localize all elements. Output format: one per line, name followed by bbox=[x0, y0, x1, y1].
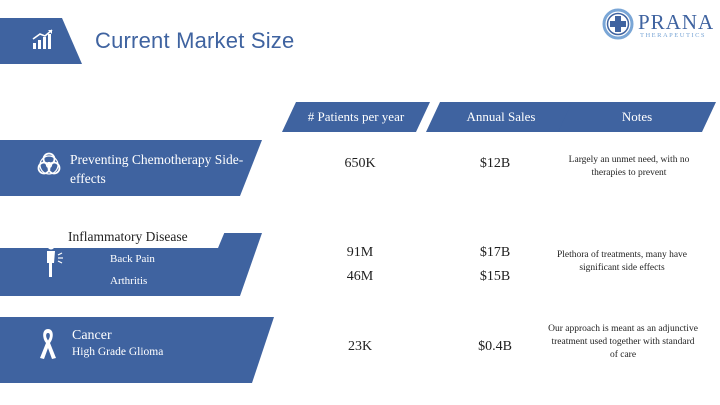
column-header-patients: # Patients per year bbox=[307, 109, 405, 124]
logo-subtitle: THERAPEUTICS bbox=[640, 32, 707, 39]
cell-patients-back-pain: 91M bbox=[346, 245, 374, 260]
row-label-inflammatory: Inflammatory Disease bbox=[68, 229, 188, 244]
column-header-notes: Notes bbox=[621, 109, 653, 124]
row-band-chemo bbox=[0, 140, 262, 196]
row-sublabel-glioma: High Grade Glioma bbox=[72, 346, 164, 358]
medical-cross-icon bbox=[602, 8, 634, 40]
column-header-sales-bg bbox=[426, 102, 576, 132]
note-cancer: Our approach is meant as an adjunctive t… bbox=[548, 324, 698, 360]
row-label-arthritis: Arthritis bbox=[110, 275, 148, 287]
logo-wordmark: PRANA bbox=[638, 10, 715, 34]
bar-chart-icon bbox=[32, 29, 53, 49]
row-label-chemo: Preventing Chemotherapy Side-effects bbox=[70, 152, 244, 186]
cell-sales-cancer: $0.4B bbox=[478, 339, 512, 354]
cell-patients-chemo: 650K bbox=[344, 156, 376, 171]
cell-sales-arthritis: $15B bbox=[479, 269, 511, 284]
company-logo: PRANA THERAPEUTICS bbox=[602, 6, 714, 42]
cell-sales-chemo: $12B bbox=[479, 156, 511, 171]
row-label-cancer: Cancer bbox=[72, 328, 112, 343]
column-header-notes-bg bbox=[558, 102, 716, 132]
inflammatory-heading-tab bbox=[0, 224, 228, 248]
cell-sales-back-pain: $17B bbox=[479, 245, 511, 260]
page-title: Current Market Size bbox=[95, 28, 295, 53]
column-header-sales: Annual Sales bbox=[466, 109, 536, 124]
column-header-patients-bg bbox=[282, 102, 430, 132]
note-chemo: Largely an unmet need, with no therapies… bbox=[568, 155, 690, 178]
biohazard-icon bbox=[37, 152, 61, 175]
row-label-back-pain: Back Pain bbox=[110, 253, 155, 265]
cell-patients-cancer: 23K bbox=[347, 339, 373, 354]
note-inflammatory: Plethora of treatments, many have signif… bbox=[556, 250, 688, 273]
back-pain-person-icon bbox=[47, 242, 63, 277]
awareness-ribbon-icon bbox=[40, 329, 56, 359]
cell-patients-arthritis: 46M bbox=[346, 269, 374, 284]
